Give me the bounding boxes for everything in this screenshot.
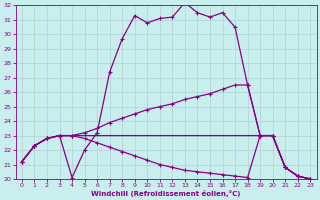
X-axis label: Windchill (Refroidissement éolien,°C): Windchill (Refroidissement éolien,°C) — [92, 190, 241, 197]
